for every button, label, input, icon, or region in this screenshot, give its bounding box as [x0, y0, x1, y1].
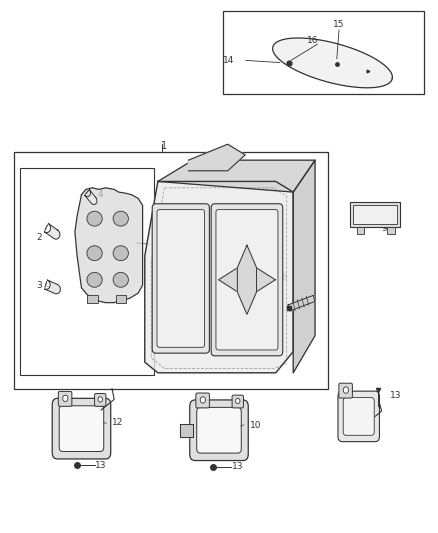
- Polygon shape: [145, 181, 293, 373]
- Circle shape: [261, 280, 279, 302]
- Ellipse shape: [87, 272, 102, 287]
- Polygon shape: [168, 321, 192, 339]
- Bar: [14, 152, 328, 389]
- Polygon shape: [158, 160, 315, 192]
- Text: 1: 1: [161, 141, 167, 151]
- Text: 13: 13: [390, 391, 402, 400]
- Text: 13: 13: [95, 461, 107, 470]
- FancyBboxPatch shape: [343, 398, 374, 435]
- Text: 14: 14: [223, 56, 234, 64]
- Circle shape: [266, 286, 275, 296]
- Text: 2: 2: [36, 232, 49, 242]
- FancyBboxPatch shape: [339, 383, 353, 398]
- Text: 7: 7: [293, 297, 299, 306]
- Text: 4: 4: [90, 190, 103, 199]
- Circle shape: [236, 398, 240, 403]
- FancyBboxPatch shape: [196, 393, 209, 408]
- Polygon shape: [44, 223, 60, 239]
- FancyBboxPatch shape: [95, 393, 106, 406]
- Text: 16: 16: [307, 36, 318, 45]
- Polygon shape: [180, 424, 193, 437]
- FancyBboxPatch shape: [216, 209, 278, 350]
- Polygon shape: [45, 280, 60, 294]
- Bar: [353, 205, 397, 224]
- Bar: [87, 295, 98, 303]
- Circle shape: [200, 397, 205, 403]
- Polygon shape: [288, 295, 315, 311]
- Bar: [20, 168, 153, 375]
- Text: 10: 10: [250, 422, 261, 431]
- Polygon shape: [237, 245, 257, 314]
- Polygon shape: [188, 144, 245, 171]
- Bar: [350, 201, 400, 227]
- Circle shape: [343, 387, 349, 393]
- Ellipse shape: [87, 211, 102, 226]
- FancyBboxPatch shape: [59, 406, 104, 451]
- Polygon shape: [85, 190, 97, 205]
- Text: 8: 8: [151, 320, 156, 329]
- Polygon shape: [272, 38, 392, 88]
- FancyBboxPatch shape: [232, 395, 244, 408]
- Text: 5: 5: [137, 241, 162, 250]
- Bar: [223, 11, 424, 94]
- Polygon shape: [219, 268, 276, 292]
- FancyBboxPatch shape: [197, 407, 241, 453]
- Text: 6: 6: [282, 273, 287, 281]
- Circle shape: [63, 395, 68, 401]
- Circle shape: [98, 397, 102, 402]
- Polygon shape: [293, 160, 315, 373]
- Ellipse shape: [113, 211, 128, 226]
- Ellipse shape: [113, 272, 128, 287]
- Polygon shape: [162, 316, 178, 336]
- Ellipse shape: [87, 246, 102, 261]
- FancyBboxPatch shape: [58, 391, 72, 406]
- FancyBboxPatch shape: [152, 204, 209, 353]
- Text: 11: 11: [344, 432, 356, 441]
- FancyBboxPatch shape: [52, 398, 111, 459]
- FancyBboxPatch shape: [157, 209, 205, 348]
- Text: 13: 13: [232, 463, 243, 471]
- FancyBboxPatch shape: [190, 400, 248, 461]
- FancyBboxPatch shape: [211, 204, 283, 356]
- Bar: [116, 295, 126, 303]
- FancyBboxPatch shape: [338, 391, 379, 442]
- Polygon shape: [75, 188, 143, 303]
- Text: 3: 3: [36, 280, 48, 289]
- Text: 9: 9: [382, 224, 388, 233]
- Bar: [357, 227, 364, 233]
- Ellipse shape: [113, 246, 128, 261]
- Bar: [387, 227, 395, 233]
- Text: 12: 12: [112, 418, 124, 427]
- Text: 15: 15: [333, 20, 345, 29]
